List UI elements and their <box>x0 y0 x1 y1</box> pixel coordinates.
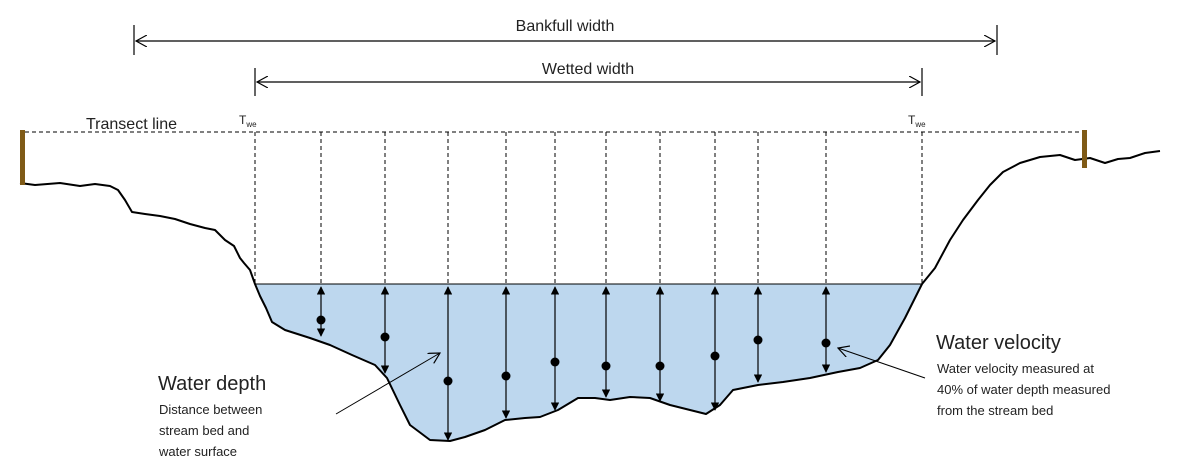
velocity-points <box>316 315 831 386</box>
vertical-dashed-lines <box>254 132 923 284</box>
water-depth-desc-line: water surface <box>158 444 237 459</box>
water-velocity-desc-line: from the stream bed <box>937 403 1053 418</box>
ground-profile <box>19 150 1161 442</box>
water-velocity-pointer <box>838 348 926 379</box>
water-velocity-title: Water velocity <box>936 332 1061 354</box>
water-velocity-desc-line: Water velocity measured at <box>937 361 1094 376</box>
twe-left-label: Twe <box>239 113 257 129</box>
water-depth-desc-line: Distance between <box>159 402 262 417</box>
right-stake <box>1082 130 1087 168</box>
velocity-point <box>753 335 763 345</box>
velocity-point <box>443 376 453 386</box>
velocity-point <box>380 332 390 342</box>
velocity-point <box>501 371 511 381</box>
water-velocity-desc-line: 40% of water depth measured <box>937 382 1110 397</box>
water-body <box>255 284 922 441</box>
velocity-point <box>710 351 720 361</box>
velocity-point <box>316 315 326 325</box>
velocity-point <box>550 357 560 367</box>
transect-line-label: Transect line <box>86 116 177 133</box>
velocity-point <box>821 338 831 348</box>
water-depth-title: Water depth <box>158 373 266 395</box>
depth-arrows <box>316 286 831 441</box>
bankfull-width-label: Bankfull width <box>516 18 615 35</box>
water-depth-desc-line: stream bed and <box>159 423 249 438</box>
velocity-point <box>655 361 665 371</box>
velocity-point <box>601 361 611 371</box>
left-stake <box>20 130 25 185</box>
twe-right-label: Twe <box>908 113 926 129</box>
water-depth-pointer <box>335 353 440 415</box>
wetted-width-label: Wetted width <box>542 61 634 78</box>
